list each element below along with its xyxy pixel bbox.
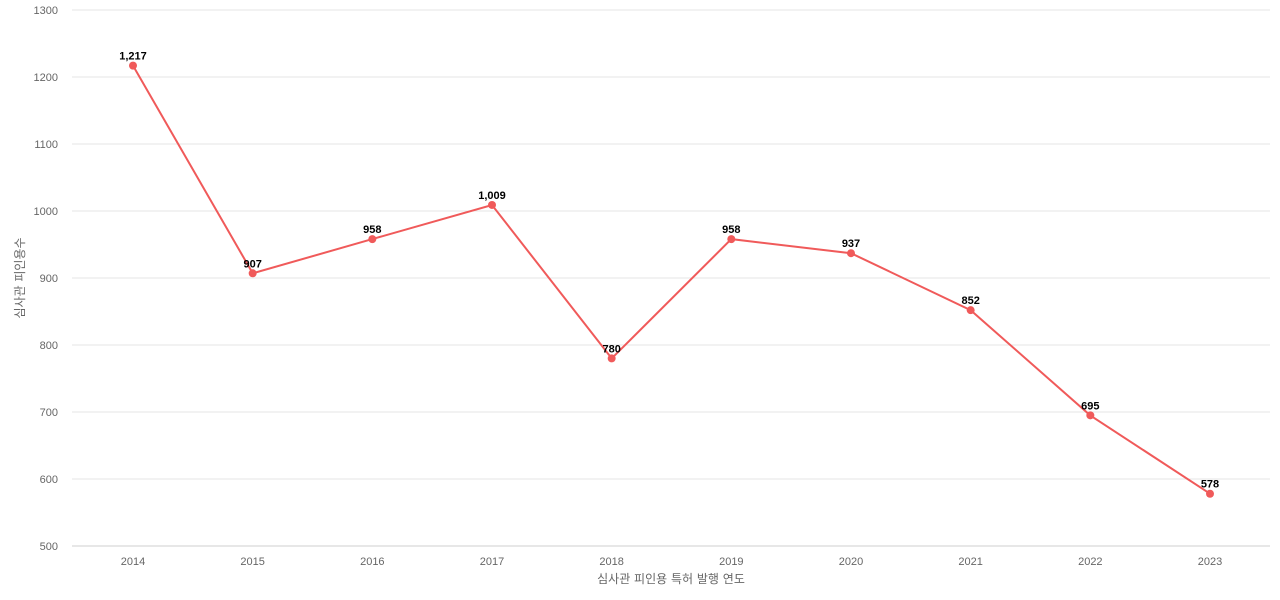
x-tick-label: 2022	[1078, 556, 1102, 568]
data-point	[368, 235, 377, 244]
x-axis-ticks: 2014 2015 2016 2017 2018 2019 2020 2021 2022 2023	[121, 556, 1222, 568]
data-label: 695	[1081, 400, 1099, 412]
x-tick-label: 2019	[719, 556, 743, 568]
x-tick-label: 2015	[240, 556, 264, 568]
data-point	[488, 200, 496, 209]
x-tick-label: 2018	[599, 556, 623, 568]
y-tick-label: 800	[40, 340, 58, 352]
data-point	[129, 61, 137, 70]
data-label: 578	[1201, 479, 1219, 491]
y-tick-label: 500	[40, 541, 58, 553]
data-point	[847, 249, 855, 258]
x-axis-title: 심사관 피인용 특허 발행 연도	[597, 571, 745, 586]
data-points	[129, 61, 1214, 498]
data-point	[248, 269, 257, 278]
y-axis-ticks: 500 600 700 800 900 1000 1100 1200 1300	[34, 5, 58, 553]
data-label: 958	[363, 224, 381, 236]
series-line	[132, 65, 1211, 495]
data-label: 1,009	[478, 190, 506, 202]
y-tick-label: 1000	[34, 206, 58, 218]
data-point	[966, 306, 975, 315]
x-tick-label: 2023	[1198, 556, 1222, 568]
data-point	[1206, 489, 1214, 498]
y-tick-label: 1200	[34, 72, 58, 84]
data-label: 780	[602, 343, 620, 355]
y-tick-label: 1300	[34, 5, 58, 17]
data-point	[1086, 411, 1095, 420]
x-tick-label: 2016	[360, 556, 384, 568]
x-tick-label: 2020	[839, 556, 863, 568]
data-label: 958	[722, 224, 740, 236]
data-labels: 1,217 907 958 1,009 780 958 937 852 695 578	[119, 51, 1219, 491]
data-label: 907	[243, 258, 261, 270]
x-tick-label: 2017	[480, 556, 504, 568]
data-label: 852	[961, 295, 979, 307]
y-tick-label: 900	[40, 273, 58, 285]
data-point	[607, 354, 616, 363]
x-tick-label: 2014	[121, 556, 145, 568]
y-tick-label: 700	[40, 407, 58, 419]
data-label: 1,217	[119, 51, 147, 63]
x-tick-label: 2021	[958, 556, 982, 568]
data-label: 937	[842, 238, 860, 250]
data-point	[727, 235, 736, 244]
y-axis-title: 심사관 피인용수	[13, 237, 27, 318]
grid-layer	[72, 9, 1270, 547]
y-tick-label: 600	[40, 474, 58, 486]
y-tick-label: 1100	[34, 139, 58, 151]
